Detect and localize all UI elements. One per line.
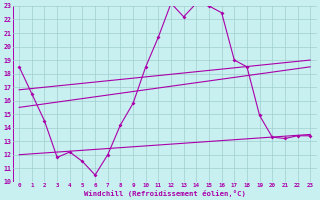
X-axis label: Windchill (Refroidissement éolien,°C): Windchill (Refroidissement éolien,°C) <box>84 190 246 197</box>
